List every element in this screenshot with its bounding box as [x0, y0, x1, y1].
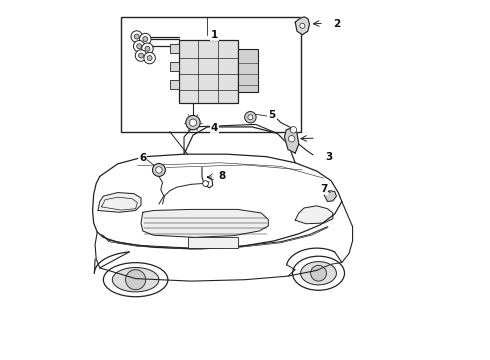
Text: 7: 7	[320, 184, 328, 194]
Circle shape	[125, 270, 146, 290]
Bar	[170, 80, 179, 89]
Bar	[122, 17, 300, 132]
Polygon shape	[285, 128, 299, 153]
Circle shape	[203, 181, 208, 186]
Text: 2: 2	[333, 19, 340, 29]
Polygon shape	[141, 210, 269, 237]
Polygon shape	[98, 193, 141, 212]
Circle shape	[133, 41, 145, 52]
Circle shape	[140, 33, 151, 45]
Text: 3: 3	[326, 152, 333, 162]
Circle shape	[289, 135, 295, 142]
Bar	[238, 49, 258, 92]
Circle shape	[137, 44, 142, 49]
Circle shape	[134, 34, 139, 39]
Ellipse shape	[293, 256, 344, 290]
Circle shape	[190, 119, 196, 126]
Circle shape	[135, 50, 147, 61]
Circle shape	[144, 52, 155, 64]
Circle shape	[152, 163, 166, 176]
Bar	[188, 237, 238, 248]
Ellipse shape	[103, 263, 168, 297]
Text: 4: 4	[211, 123, 218, 133]
Circle shape	[290, 127, 296, 133]
Circle shape	[147, 55, 152, 60]
Text: 6: 6	[139, 153, 147, 163]
Bar	[179, 40, 238, 103]
Circle shape	[143, 37, 148, 41]
Circle shape	[186, 116, 200, 130]
Circle shape	[245, 112, 256, 123]
Ellipse shape	[300, 262, 337, 285]
Text: 5: 5	[268, 111, 275, 121]
Bar	[170, 62, 179, 71]
Circle shape	[142, 43, 153, 54]
Polygon shape	[324, 191, 337, 202]
Ellipse shape	[112, 267, 159, 292]
Circle shape	[300, 23, 305, 28]
Text: 8: 8	[218, 171, 225, 181]
Circle shape	[131, 31, 143, 42]
Polygon shape	[295, 17, 310, 35]
Circle shape	[156, 167, 162, 173]
Circle shape	[248, 115, 253, 120]
Circle shape	[145, 46, 150, 51]
Text: 1: 1	[211, 30, 218, 40]
Polygon shape	[295, 206, 333, 224]
Circle shape	[139, 53, 144, 58]
Circle shape	[311, 265, 326, 281]
Bar	[170, 44, 179, 53]
